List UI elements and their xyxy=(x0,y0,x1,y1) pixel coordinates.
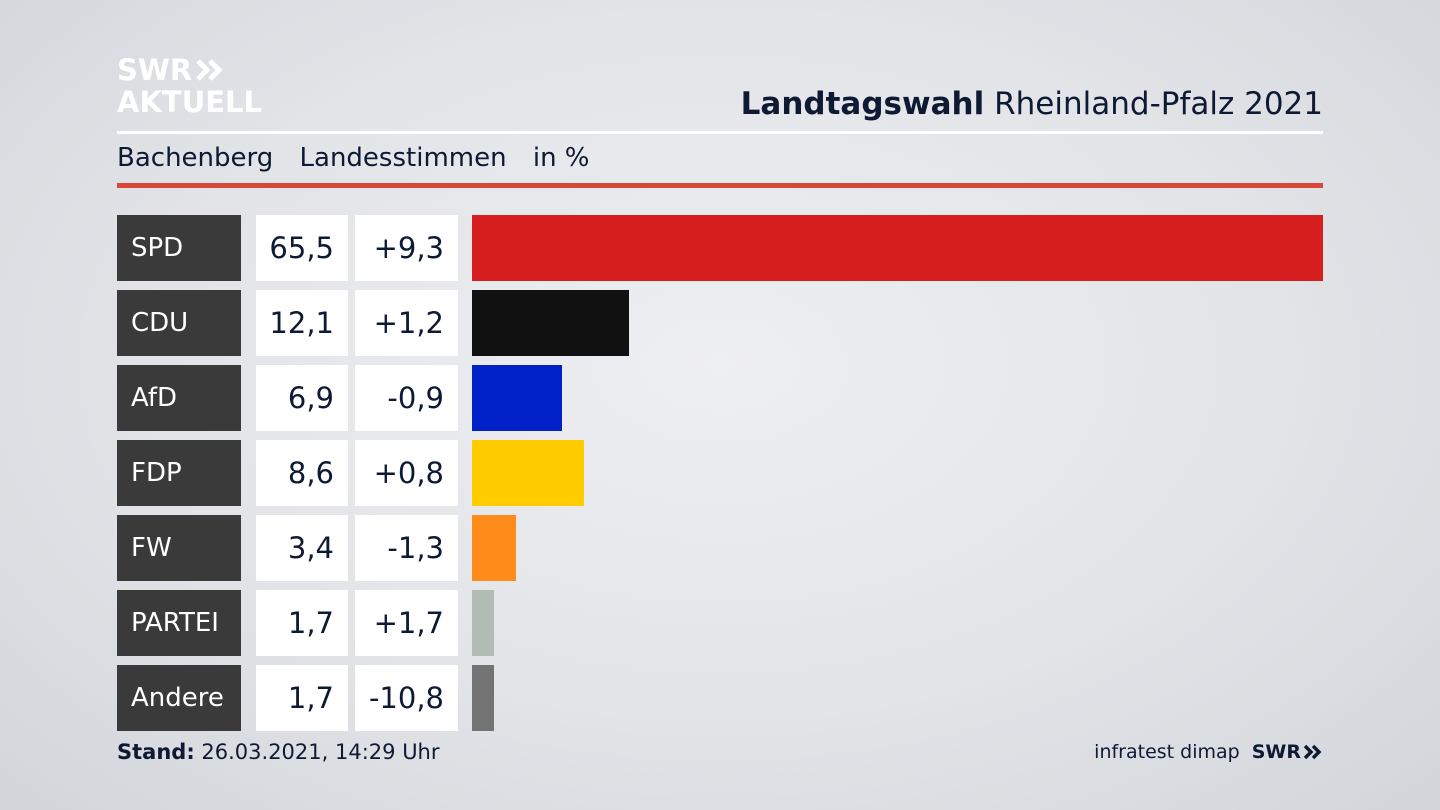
value-label: 65,5 xyxy=(256,215,348,281)
bar xyxy=(472,215,1323,281)
diff-label: -1,3 xyxy=(355,515,458,581)
value-label: 6,9 xyxy=(256,365,348,431)
header-divider xyxy=(117,131,1323,134)
value-label: 1,7 xyxy=(256,665,348,731)
bar xyxy=(472,440,584,506)
subtitle-unit: in % xyxy=(532,143,590,173)
footer-swr-text: SWR xyxy=(1251,741,1301,763)
party-label: FW xyxy=(117,515,241,581)
party-label: PARTEI xyxy=(117,590,241,656)
logo-swr-text: SWR xyxy=(117,53,193,87)
page-title: Landtagswahl Rheinland-Pfalz 2021 xyxy=(741,86,1323,122)
bar xyxy=(472,515,516,581)
diff-label: +1,2 xyxy=(355,290,458,356)
double-chevron-icon xyxy=(1303,744,1322,760)
title-rest: Rheinland-Pfalz 2021 xyxy=(994,86,1323,122)
party-label: Andere xyxy=(117,665,241,731)
stand-label: Stand: xyxy=(117,740,195,764)
subtitle-place: Bachenberg xyxy=(117,143,274,173)
subtitle-measure: Landesstimmen xyxy=(299,143,507,173)
diff-label: +0,8 xyxy=(355,440,458,506)
logo-aktuell-text: AKTUELL xyxy=(117,85,263,119)
party-label: SPD xyxy=(117,215,241,281)
diff-label: -0,9 xyxy=(355,365,458,431)
value-label: 3,4 xyxy=(256,515,348,581)
diff-label: -10,8 xyxy=(355,665,458,731)
value-label: 8,6 xyxy=(256,440,348,506)
title-bold: Landtagswahl xyxy=(740,86,985,122)
chart-subtitle: Bachenberg Landesstimmen in % xyxy=(117,143,608,173)
diff-label: +9,3 xyxy=(355,215,458,281)
value-label: 12,1 xyxy=(256,290,348,356)
footer-swr-logo: SWR xyxy=(1252,741,1323,763)
value-label: 1,7 xyxy=(256,590,348,656)
bar xyxy=(472,290,629,356)
bar xyxy=(472,365,562,431)
timestamp: Stand: 26.03.2021, 14:29 Uhr xyxy=(117,740,440,764)
party-label: AfD xyxy=(117,365,241,431)
source-text: infratest dimap xyxy=(1094,741,1240,763)
double-chevron-icon xyxy=(196,59,223,81)
source-credit: infratest dimap SWR xyxy=(1094,741,1323,763)
bar xyxy=(472,665,494,731)
party-label: CDU xyxy=(117,290,241,356)
swr-aktuell-logo: SWR AKTUELL xyxy=(117,54,262,118)
bar xyxy=(472,590,494,656)
diff-label: +1,7 xyxy=(355,590,458,656)
subtitle-divider xyxy=(117,183,1323,188)
party-label: FDP xyxy=(117,440,241,506)
stand-value: 26.03.2021, 14:29 Uhr xyxy=(201,740,440,764)
